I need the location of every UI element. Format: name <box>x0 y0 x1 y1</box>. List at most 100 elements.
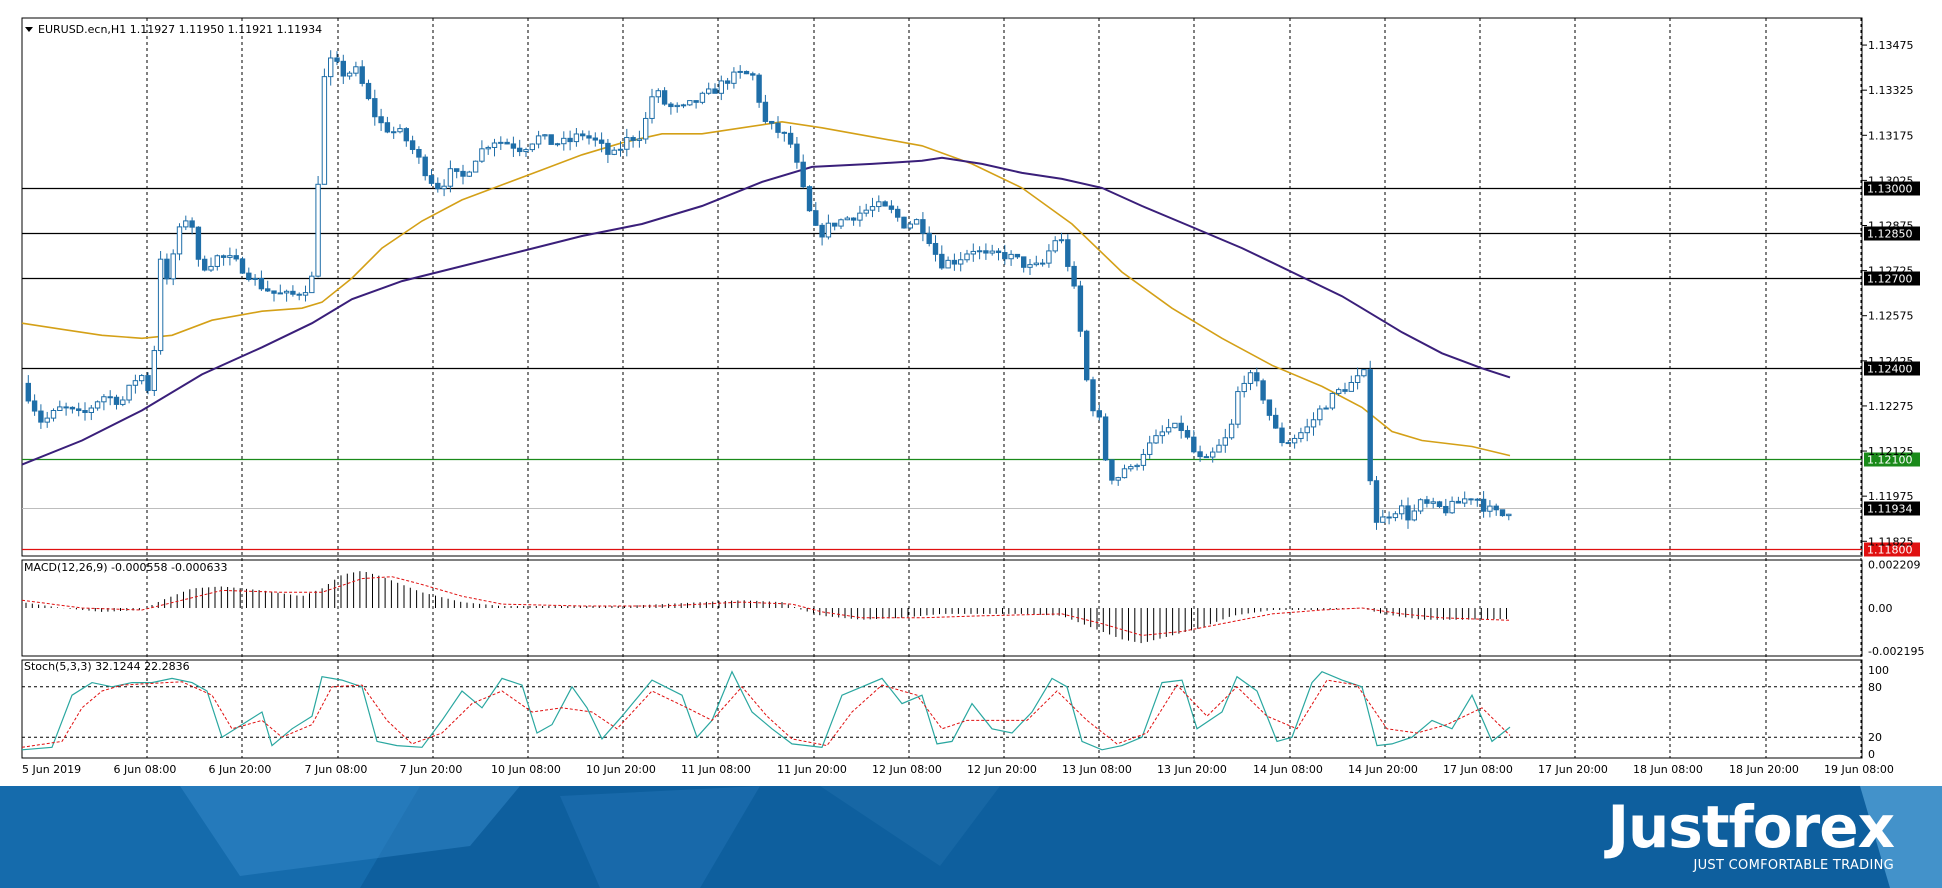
stochastic-panel <box>21 670 1862 751</box>
candle <box>775 122 781 133</box>
candle <box>1216 444 1222 453</box>
y-tick-label: 1.12575 <box>1868 310 1914 323</box>
candle <box>151 350 158 391</box>
candle <box>1235 391 1241 425</box>
candle <box>674 104 680 108</box>
candle <box>1008 253 1014 260</box>
candle <box>25 382 32 402</box>
candle <box>813 210 819 226</box>
x-tick-label: 7 Jun 20:00 <box>400 763 463 776</box>
candle <box>706 88 712 94</box>
candle <box>1354 375 1361 383</box>
candle <box>1285 442 1291 445</box>
candle <box>1140 453 1147 466</box>
candle <box>661 90 668 105</box>
candle <box>422 156 428 177</box>
candle <box>1266 399 1273 416</box>
current-price-tag <box>1864 501 1920 516</box>
candle <box>176 226 183 255</box>
candle <box>1487 505 1493 512</box>
candle <box>1058 239 1065 242</box>
main-panel-frame <box>21 17 1863 557</box>
candle <box>76 408 82 412</box>
moving-averages <box>21 120 1511 466</box>
candle <box>655 90 661 98</box>
y-tick-label: 1.12725 <box>1868 265 1914 278</box>
stoch-d-line <box>21 679 1511 748</box>
candle <box>567 137 573 143</box>
candle <box>214 255 221 267</box>
candle <box>454 168 460 172</box>
candle <box>1342 389 1348 392</box>
candle <box>157 258 164 352</box>
candle <box>1153 435 1159 444</box>
candle <box>554 143 561 146</box>
candle <box>517 147 523 153</box>
stoch-y-tick: 20 <box>1868 731 1882 744</box>
candle <box>649 96 655 119</box>
candle <box>687 100 693 106</box>
y-tick-label: 1.13475 <box>1868 39 1914 52</box>
candle <box>460 170 466 177</box>
brand-tagline: JUST COMFORTABLE TRADING <box>1693 858 1894 873</box>
stoch-y-tick: 80 <box>1868 681 1882 694</box>
candle <box>31 400 38 412</box>
candle <box>605 142 611 155</box>
level-label: 1.11800 <box>1867 544 1913 557</box>
x-tick-label: 10 Jun 20:00 <box>586 763 656 776</box>
candle <box>1210 451 1216 458</box>
x-tick-label: 7 Jun 08:00 <box>305 763 368 776</box>
candle <box>756 74 762 103</box>
candle <box>409 140 416 150</box>
x-tick-label: 14 Jun 08:00 <box>1253 763 1323 776</box>
candle <box>1159 431 1165 437</box>
level-label: 1.12100 <box>1867 454 1913 467</box>
x-tick-label: 11 Jun 20:00 <box>777 763 847 776</box>
candle <box>183 220 189 228</box>
candle <box>724 80 731 84</box>
candle <box>353 66 359 74</box>
candle <box>63 406 69 409</box>
candle <box>1077 285 1084 332</box>
candle <box>1493 505 1499 511</box>
macd-y-tick: 0.002209 <box>1868 559 1921 572</box>
level-tag <box>1864 226 1920 241</box>
candle <box>227 255 233 258</box>
candle <box>769 120 775 124</box>
candle <box>895 208 901 218</box>
y-tick-label: 1.12275 <box>1868 400 1914 413</box>
candle <box>466 171 473 177</box>
candle <box>882 201 888 207</box>
x-tick-label: 17 Jun 20:00 <box>1538 763 1608 776</box>
y-tick-label: 1.13325 <box>1868 84 1914 97</box>
candle <box>50 409 57 419</box>
candle <box>787 132 794 145</box>
candle <box>126 384 132 401</box>
candle <box>57 406 63 411</box>
candle <box>82 410 88 413</box>
candle <box>472 160 479 173</box>
candle <box>1348 381 1354 392</box>
candle <box>1273 414 1279 429</box>
candle <box>781 131 787 134</box>
candle <box>101 396 107 403</box>
candle <box>1046 250 1052 264</box>
candle <box>365 82 372 100</box>
candle <box>630 137 636 141</box>
candle <box>120 399 126 405</box>
candle <box>246 272 252 281</box>
stoch-title: Stoch(5,3,3) 32.1244 22.2836 <box>24 660 190 673</box>
candle <box>1480 498 1487 512</box>
candle <box>1247 372 1254 384</box>
level-tag <box>1864 542 1920 557</box>
candle <box>1279 427 1285 444</box>
level-tag <box>1864 181 1920 196</box>
candle <box>359 66 365 84</box>
stoch-y-tick: 0 <box>1868 748 1875 761</box>
candle <box>825 222 832 238</box>
candle <box>485 146 491 150</box>
trading-chart: 1.13000 1.12850 1.12700 1.12400 1.12100 1.118… <box>21 17 1924 776</box>
collapse-arrow-icon[interactable] <box>25 27 33 32</box>
candle <box>907 223 913 229</box>
candle <box>920 219 926 234</box>
